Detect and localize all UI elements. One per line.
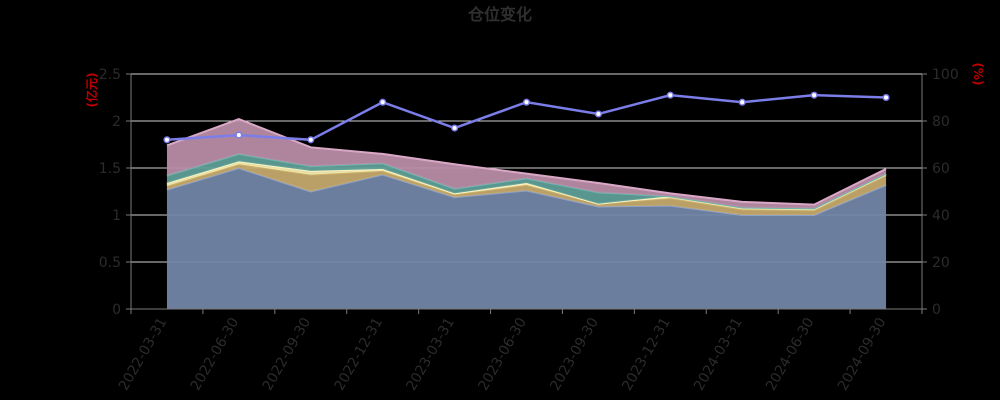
ratio-line-point [235, 131, 243, 139]
chart-title: 仓位变化 [467, 5, 532, 24]
x-tick-label: 2022-12-31 [332, 315, 387, 393]
ratio-line-point [882, 93, 890, 102]
y-left-tick-label: 2.5 [99, 67, 121, 83]
y-right-tick-label: 0 [932, 302, 941, 318]
y-right-tick-label: 100 [932, 67, 959, 83]
y-right-tick-label: 60 [932, 161, 950, 177]
y-left-tick-label: 1 [112, 208, 121, 224]
ratio-line-point [451, 124, 459, 132]
ratio-line-point [163, 136, 171, 144]
x-tick-label: 2022-06-30 [188, 315, 243, 393]
x-tick-label: 2024-03-31 [691, 315, 746, 393]
x-tick-label: 2023-12-31 [619, 315, 674, 393]
y-left-tick-label: 1.5 [99, 161, 121, 177]
x-tick-label: 2024-09-30 [835, 315, 890, 393]
x-tick-label: 2023-03-31 [404, 315, 459, 393]
x-tick-label: 2022-03-31 [116, 315, 171, 393]
x-tick-label: 2023-06-30 [475, 315, 530, 393]
area-series-4 [166, 153, 887, 209]
ratio-line-point [810, 91, 818, 99]
ratio-line-point [666, 91, 674, 99]
area-series-2 [166, 164, 887, 215]
area-series-5 [166, 119, 887, 209]
y-left-tick-label: 0 [112, 302, 121, 318]
x-tick-label: 2023-09-30 [547, 315, 602, 393]
y-right-tick-label: 20 [932, 255, 950, 271]
y-axis-left-title: (亿元) [84, 73, 99, 108]
line-layer [163, 91, 890, 144]
y-left-tick-label: 2 [112, 114, 121, 130]
area-series-1 [166, 168, 887, 309]
x-tick-label: 2024-06-30 [763, 315, 818, 393]
y-right-tick-label: 40 [932, 208, 950, 224]
ratio-line-point [522, 98, 531, 106]
y-right-tick-label: 80 [932, 114, 950, 130]
x-tick-label: 2022-09-30 [260, 315, 315, 393]
y-left-tick-label: 0.5 [99, 255, 121, 271]
y-axis-right-title: (%) [971, 63, 985, 86]
ratio-line-point [307, 136, 315, 144]
area-layer [166, 118, 887, 309]
ratio-line-point [379, 98, 387, 106]
ratio-line-point [738, 98, 746, 106]
ratio-line-point [594, 110, 602, 118]
